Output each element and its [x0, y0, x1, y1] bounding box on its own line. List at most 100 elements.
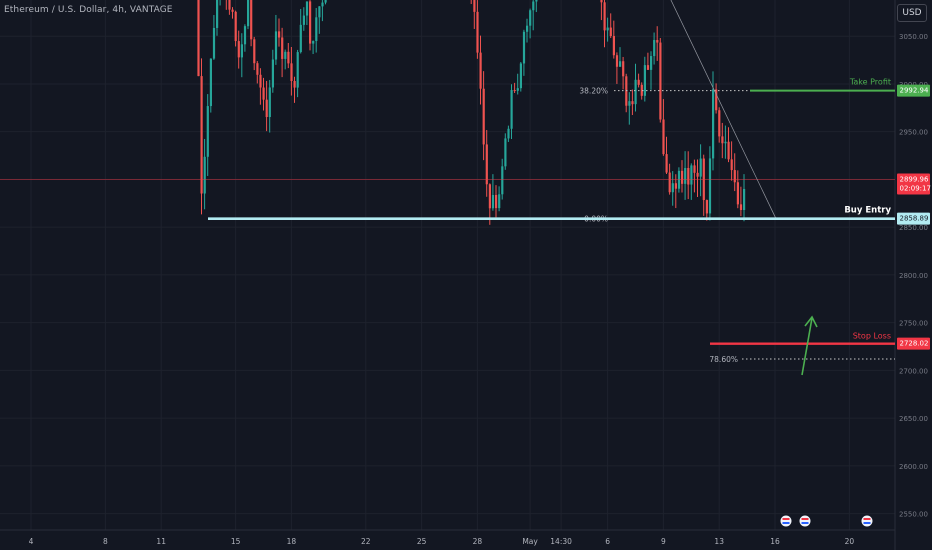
candle-up	[240, 44, 243, 58]
candle-down	[603, 2, 606, 31]
candle-up	[299, 24, 302, 53]
time-tick-label: 4	[29, 537, 34, 546]
candle-up	[209, 58, 212, 107]
time-tick-label: 20	[845, 537, 855, 546]
time-tick-label: 25	[417, 537, 427, 546]
time-tick-label: 13	[714, 537, 724, 546]
candle-down	[513, 90, 516, 92]
take-profit-label: Take Profit	[849, 78, 891, 87]
price-tick-label: 2550.00	[899, 511, 928, 519]
candle-down	[721, 136, 724, 144]
candle-down	[662, 119, 665, 155]
candle-down	[495, 194, 498, 209]
time-tick-label: 22	[361, 537, 371, 546]
candle-down	[293, 80, 296, 88]
candle-down	[637, 79, 640, 85]
candle-down	[687, 167, 690, 185]
candle-down	[631, 101, 634, 105]
candle-down	[600, 0, 603, 3]
candle-up	[699, 158, 702, 177]
symbol-title: Ethereum / U.S. Dollar, 4h, VANTAGE	[4, 5, 173, 15]
candle-down	[476, 11, 479, 53]
candle-down	[482, 88, 485, 145]
candle-up	[216, 0, 219, 28]
candle-down	[200, 76, 203, 194]
candle-up	[650, 56, 653, 70]
candle-down	[665, 154, 668, 173]
candle-up	[653, 40, 656, 57]
time-tick-label: 11	[156, 537, 166, 546]
candle-down	[488, 184, 491, 209]
candle-down	[290, 63, 293, 81]
currency-button[interactable]: USD	[897, 4, 927, 22]
candle-up	[522, 31, 526, 64]
candle-up	[324, 0, 327, 3]
price-tick-label: 2950.00	[899, 129, 928, 137]
take-profit-badge-text: 2992.94	[900, 87, 929, 95]
event-flag-stripe	[782, 522, 790, 524]
candle-up	[203, 156, 206, 194]
candle-down	[739, 204, 743, 210]
candle-down	[733, 170, 736, 183]
candle-up	[743, 188, 746, 210]
candle-up	[690, 165, 693, 185]
candle-up	[501, 166, 504, 195]
candle-down	[696, 172, 699, 177]
candle-down	[250, 0, 253, 40]
stop-loss-badge-text: 2728.02	[900, 340, 929, 348]
candle-up	[305, 1, 309, 16]
time-tick-label: 9	[661, 537, 666, 546]
candle-down	[234, 11, 237, 42]
candle-up	[247, 0, 250, 27]
candle-down	[705, 200, 708, 214]
stop-loss-label: Stop Loss	[853, 332, 891, 341]
price-tick-label: 2600.00	[899, 463, 928, 471]
candle-up	[243, 26, 247, 45]
buy-entry-badge-text: 2858.89	[900, 215, 929, 223]
buy-entry-badge	[897, 212, 930, 225]
candle-up	[671, 183, 674, 193]
candle-down	[479, 52, 482, 89]
candle-up	[684, 167, 687, 184]
candle-down	[287, 51, 290, 64]
buy-entry-label: Buy Entry	[844, 206, 891, 216]
time-tick-label: 16	[770, 537, 780, 546]
candle-up	[628, 101, 631, 106]
candle-up	[510, 90, 513, 129]
candle-down	[730, 159, 733, 171]
take-profit-badge	[897, 84, 930, 97]
current-price-badge-text: 02:09:17	[900, 184, 931, 192]
candle-down	[693, 165, 696, 173]
current-price-badge	[897, 173, 930, 195]
candle-up	[498, 194, 501, 209]
candle-down	[228, 0, 231, 10]
event-flag-icon	[860, 514, 874, 528]
candle-down	[622, 61, 625, 77]
candle-up	[519, 63, 522, 89]
candle-down	[659, 42, 662, 120]
candle-down	[609, 27, 612, 37]
time-tick-label: May	[522, 537, 538, 546]
candle-down	[197, 0, 200, 77]
price-tick-label: 2700.00	[899, 367, 928, 375]
time-tick-label: 6	[605, 537, 610, 546]
event-flag-stripe	[863, 522, 871, 524]
price-tick-label: 2650.00	[899, 415, 928, 423]
candle-down	[715, 89, 718, 111]
candle-down	[615, 55, 619, 67]
candle-up	[321, 2, 324, 7]
event-flag-stripe	[782, 518, 790, 520]
arrow-up-icon	[801, 317, 813, 376]
event-flag-stripe	[863, 518, 871, 520]
time-tick-label: 28	[473, 537, 483, 546]
candles	[197, 0, 746, 225]
event-flag-stripe	[801, 522, 809, 524]
fib-trendline	[670, 0, 777, 219]
candle-up	[284, 51, 287, 59]
candle-up	[212, 27, 216, 59]
time-tick-label: 8	[103, 537, 108, 546]
fib-label-786: 78.60%	[709, 355, 738, 364]
candle-down	[674, 183, 677, 189]
